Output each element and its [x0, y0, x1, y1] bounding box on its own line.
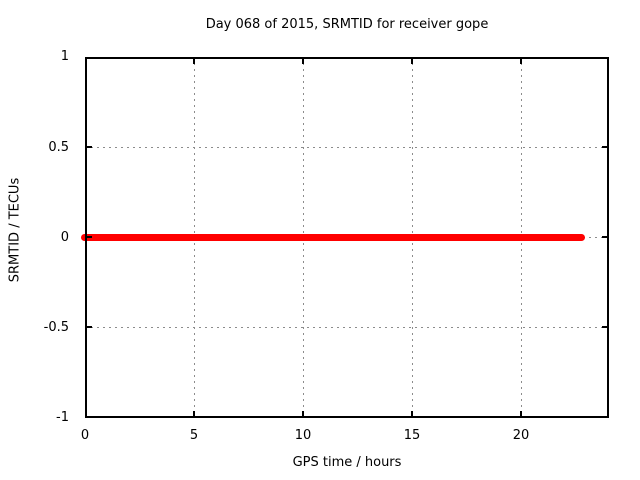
y-tick-left-0.5: [85, 146, 92, 148]
y-tick-label--1: -1: [56, 410, 69, 425]
plot-border: [85, 57, 609, 418]
x-tick-top-10: [302, 57, 304, 64]
y-tick-label-0: 0: [60, 230, 69, 245]
x-tick-bottom-5: [193, 411, 195, 418]
x-tick-label-15: 15: [403, 428, 421, 443]
x-tick-bottom-15: [411, 411, 413, 418]
y-tick-right--0.5: [602, 326, 609, 328]
series-line-srmtid: [81, 234, 585, 241]
x-axis-label: GPS time / hours: [292, 455, 402, 470]
x-tick-label-10: 10: [294, 428, 312, 443]
x-tick-bottom-10: [302, 411, 304, 418]
x-tick-top-5: [193, 57, 195, 64]
y-tick-label-1: 1: [60, 49, 69, 64]
x-tick-top-20: [520, 57, 522, 64]
gridline-y--0.5: [85, 327, 609, 328]
y-tick-left-0: [85, 236, 92, 238]
y-tick-right-0: [602, 236, 609, 238]
y-tick-label--0.5: -0.5: [43, 320, 69, 335]
x-tick-top-15: [411, 57, 413, 64]
x-tick-bottom-20: [520, 411, 522, 418]
gridline-y-0.5: [85, 147, 609, 148]
chart-title: Day 068 of 2015, SRMTID for receiver gop…: [205, 17, 489, 32]
y-axis-label: SRMTID / TECUs: [7, 177, 23, 283]
y-tick-label-0.5: 0.5: [48, 140, 69, 155]
y-tick-left--0.5: [85, 326, 92, 328]
x-tick-label-5: 5: [189, 428, 199, 443]
x-tick-label-0: 0: [80, 428, 90, 443]
y-tick-right-0.5: [602, 146, 609, 148]
plot-area: [81, 57, 609, 418]
x-tick-label-20: 20: [512, 428, 530, 443]
